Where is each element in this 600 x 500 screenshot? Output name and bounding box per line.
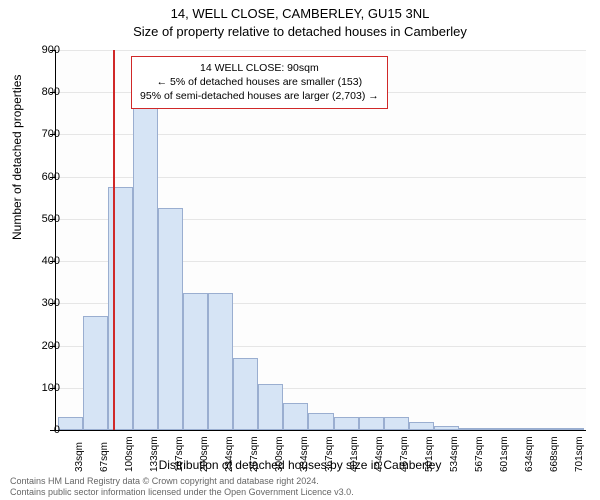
y-tick-label: 700 <box>20 128 60 140</box>
footer-attribution: Contains HM Land Registry data © Crown c… <box>10 476 354 498</box>
y-tick-label: 200 <box>20 340 60 352</box>
histogram-bar <box>484 428 509 430</box>
y-tick-label: 800 <box>20 86 60 98</box>
callout-line3: 95% of semi-detached houses are larger (… <box>140 89 379 103</box>
callout-line2: ← 5% of detached houses are smaller (153… <box>140 75 379 89</box>
histogram-bar <box>384 417 409 430</box>
y-tick-label: 900 <box>20 44 60 56</box>
chart-title-line1: 14, WELL CLOSE, CAMBERLEY, GU15 3NL <box>0 6 600 21</box>
plot-area: 14 WELL CLOSE: 90sqm← 5% of detached hou… <box>55 50 586 431</box>
histogram-bar <box>133 96 158 430</box>
x-axis-title: Distribution of detached houses by size … <box>0 458 600 472</box>
histogram-bar <box>208 293 233 430</box>
y-tick-label: 500 <box>20 213 60 225</box>
chart-container: 14, WELL CLOSE, CAMBERLEY, GU15 3NL Size… <box>0 0 600 500</box>
histogram-bar <box>559 428 584 430</box>
histogram-bar <box>83 316 108 430</box>
footer-line2: Contains public sector information licen… <box>10 487 354 498</box>
histogram-bar <box>183 293 208 430</box>
y-tick-label: 0 <box>20 424 60 436</box>
histogram-bar <box>434 426 459 430</box>
histogram-bar <box>283 403 308 430</box>
callout-line1: 14 WELL CLOSE: 90sqm <box>140 61 379 75</box>
callout-box: 14 WELL CLOSE: 90sqm← 5% of detached hou… <box>131 56 388 109</box>
y-tick-label: 400 <box>20 255 60 267</box>
y-tick-label: 100 <box>20 382 60 394</box>
histogram-bar <box>459 428 484 430</box>
histogram-bar <box>158 208 183 430</box>
gridline <box>56 50 586 51</box>
y-tick-label: 600 <box>20 171 60 183</box>
histogram-bar <box>58 417 83 430</box>
histogram-bar <box>308 413 333 430</box>
footer-line1: Contains HM Land Registry data © Crown c… <box>10 476 354 487</box>
histogram-bar <box>359 417 384 430</box>
histogram-bar <box>108 187 133 430</box>
histogram-bar <box>258 384 283 430</box>
histogram-bar <box>509 428 534 430</box>
chart-title-line2: Size of property relative to detached ho… <box>0 24 600 39</box>
histogram-bar <box>334 417 359 430</box>
y-tick-label: 300 <box>20 297 60 309</box>
histogram-bar <box>233 358 258 430</box>
histogram-bar <box>534 428 559 430</box>
reference-line <box>113 50 115 430</box>
histogram-bar <box>409 422 434 430</box>
